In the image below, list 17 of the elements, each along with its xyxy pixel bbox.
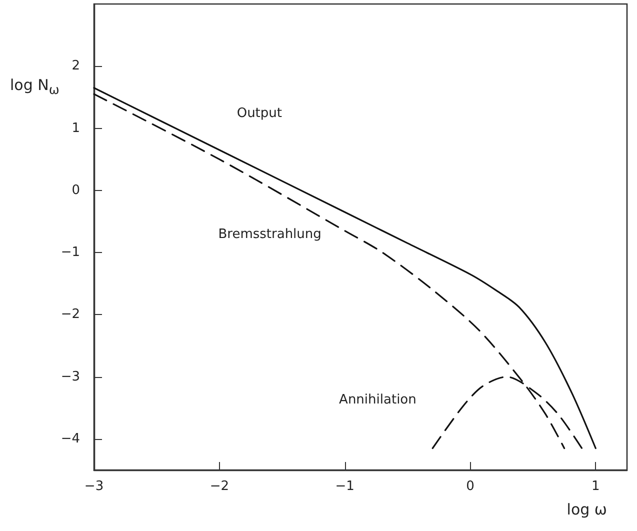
y-tick-label: −3 (60, 369, 80, 384)
x-axis-title: log ω (566, 500, 607, 518)
y-tick-label: 0 (72, 182, 80, 198)
text: Output (236, 106, 282, 122)
y-axis-title: log N$_{ω}$ (10, 76, 60, 97)
x-tick-label: −2 (210, 479, 229, 494)
y-tick-label: −1 (60, 245, 80, 260)
x-tick-label: −1 (335, 479, 354, 494)
x-tick-label: −3 (84, 479, 104, 494)
y-tick-label: 2 (72, 58, 80, 74)
series-label: Bremsstrahlung (218, 226, 322, 242)
y-tick-label: 1 (72, 120, 80, 136)
x-tick-label: 0 (466, 479, 474, 494)
text: Annihilation (339, 392, 416, 408)
y-tick-label: −2 (60, 307, 80, 322)
x-tick-label: 1 (592, 479, 600, 494)
y-tick-label: −4 (60, 431, 80, 446)
